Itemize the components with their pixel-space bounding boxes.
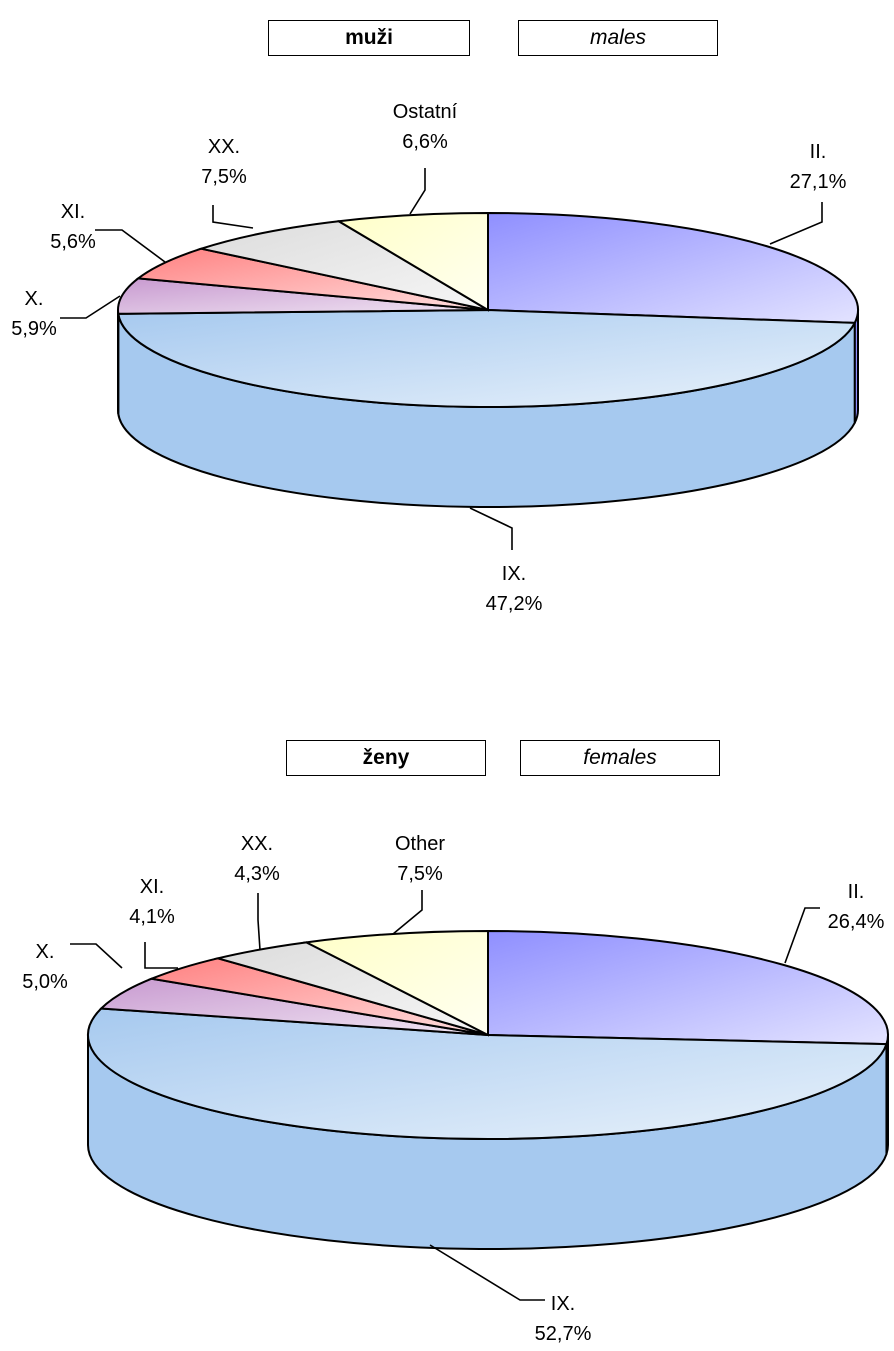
slice-label-ostatni: Ostatní (393, 101, 458, 123)
slice-label-xx: XX. (208, 136, 240, 158)
leader-line-ii (769, 202, 823, 245)
slice-label-other: Other (395, 833, 445, 855)
pie-slice-ii (487, 211, 859, 324)
leader-line-ix (429, 1244, 545, 1301)
pie-slice-ix (87, 1007, 888, 1140)
leader-line-xi (144, 942, 178, 969)
slice-label-ii: II. (810, 141, 827, 163)
slice-percent-ii: 27,1% (790, 171, 847, 193)
leader-line-ix (469, 507, 513, 550)
slice-percent-ix: 52,7% (535, 1323, 592, 1345)
slice-label-ix: IX. (502, 563, 526, 585)
females-title-cz: ženy (286, 740, 486, 776)
slice-label-ix: IX. (551, 1293, 575, 1315)
pie-slice-ix (117, 308, 857, 408)
pie-slice-ii (487, 929, 889, 1046)
leader-line-xi (95, 229, 166, 263)
leader-line-xx (257, 893, 261, 951)
slice-percent-xi: 5,6% (50, 231, 96, 253)
leader-line-ii (784, 907, 820, 964)
slice-percent-x: 5,9% (11, 318, 57, 340)
leader-line-x (60, 295, 121, 319)
slice-percent-ostatni: 6,6% (402, 131, 448, 153)
pie-slice-ostatni (335, 211, 489, 312)
leader-line-ostatni (409, 168, 426, 215)
slice-percent-ix: 47,2% (486, 593, 543, 615)
pie-chart-males: II. 27,1% IX. 47,2% X. 5,9% XI. 5,6% XX. 7,5% Osta… (11, 101, 859, 615)
pie-chart-females: II. 26,4% IX. 52,7% X. 5,0% XI. 4,1% XX. 4,3% Othe… (22, 833, 889, 1345)
slice-label-ii: II. (848, 881, 865, 903)
slice-label-x: X. (25, 288, 44, 310)
slice-percent-xx: 7,5% (201, 166, 247, 188)
pie-slice-xx (197, 220, 489, 311)
slice-percent-xi: 4,1% (129, 906, 175, 928)
pie-slice-other (303, 929, 489, 1037)
males-title-cz: muži (268, 20, 470, 56)
females-title-en: females (520, 740, 720, 776)
slice-percent-other: 7,5% (397, 863, 443, 885)
leader-line-other (392, 890, 423, 935)
males-title-en: males (518, 20, 718, 56)
slice-percent-ii: 26,4% (828, 911, 885, 933)
leader-line-xx (212, 205, 254, 229)
slice-label-xi: XI. (140, 876, 164, 898)
slice-label-x: X. (36, 941, 55, 963)
slice-percent-x: 5,0% (22, 971, 68, 993)
slice-label-xi: XI. (61, 201, 85, 223)
slice-percent-xx: 4,3% (234, 863, 280, 885)
slice-label-xx: XX. (241, 833, 273, 855)
leader-line-x (70, 943, 123, 969)
